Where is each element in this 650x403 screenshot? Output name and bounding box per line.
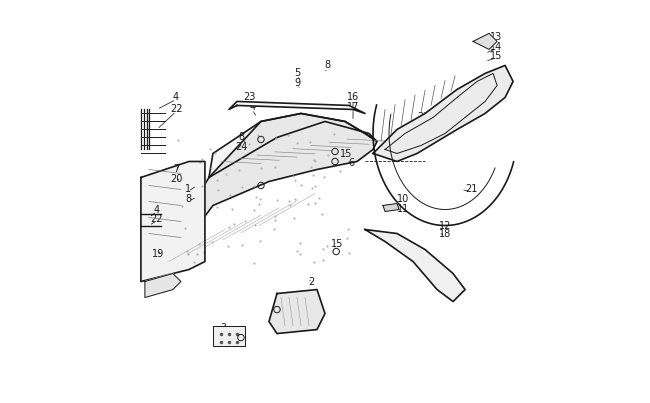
Text: 16: 16 [347,92,359,102]
Text: 4: 4 [279,305,285,315]
Text: 9: 9 [294,78,300,87]
Text: 15: 15 [490,51,502,61]
Polygon shape [145,274,181,297]
Polygon shape [161,114,377,270]
Polygon shape [473,33,497,50]
Text: 1: 1 [185,185,191,195]
Polygon shape [141,162,205,282]
Text: 5: 5 [294,69,300,79]
Polygon shape [213,326,245,346]
Text: 8: 8 [185,194,191,204]
Text: 22: 22 [151,214,163,224]
Text: 19: 19 [407,141,419,150]
Text: 6: 6 [348,158,354,168]
Text: 4: 4 [224,331,230,341]
Text: 15: 15 [331,239,343,249]
Text: 22: 22 [170,104,183,114]
Text: 19: 19 [151,249,164,259]
Text: 3: 3 [220,322,226,332]
Text: 8: 8 [324,60,330,71]
Text: 4: 4 [173,92,179,102]
Text: 14: 14 [490,42,502,52]
Polygon shape [383,204,399,212]
Polygon shape [209,114,377,177]
Text: 24: 24 [235,143,248,152]
Text: 21: 21 [465,185,477,195]
Text: 4: 4 [249,102,255,112]
Polygon shape [373,65,513,162]
Text: 15: 15 [340,149,352,159]
Text: 10: 10 [397,195,409,204]
Text: 18: 18 [439,229,451,239]
Text: 23: 23 [242,92,255,102]
Text: 7: 7 [173,164,179,174]
Text: 8: 8 [239,133,245,143]
Text: 21: 21 [417,112,429,123]
Polygon shape [229,102,365,114]
Text: 20: 20 [170,174,182,185]
Text: 13: 13 [490,32,502,42]
Polygon shape [269,289,325,334]
Text: 11: 11 [397,204,409,214]
Text: 12: 12 [439,220,451,231]
Text: 2: 2 [308,276,314,287]
Polygon shape [365,230,465,301]
Text: 4: 4 [154,204,160,214]
Text: 17: 17 [347,102,359,112]
